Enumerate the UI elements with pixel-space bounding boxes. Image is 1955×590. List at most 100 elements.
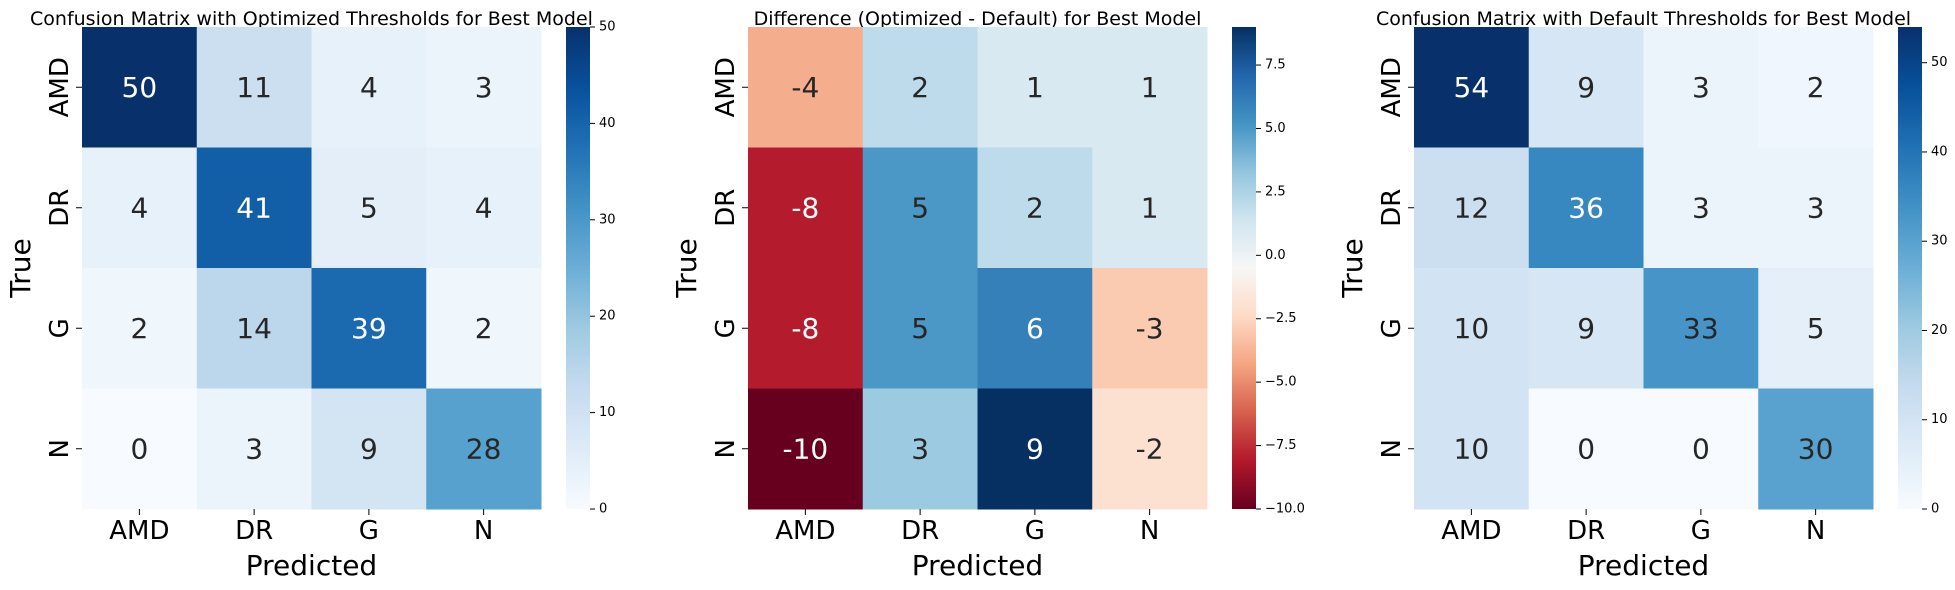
heatmap-cell xyxy=(1643,388,1759,510)
cell-value-label: -3 xyxy=(1136,312,1164,345)
heatmap-cell xyxy=(1528,27,1644,148)
x-tick-label: G xyxy=(359,516,379,546)
heatmap-cell xyxy=(1758,147,1874,269)
x-tick-label: N xyxy=(1806,516,1825,546)
colorbar-tick-label: 7.5 xyxy=(1265,58,1286,73)
heatmap-cell xyxy=(1758,388,1874,510)
colorbar-tick-label: 30 xyxy=(599,212,616,227)
cell-value-label: 4 xyxy=(360,71,378,104)
heatmap-cell xyxy=(1414,27,1530,148)
y-tick-label: G xyxy=(1377,318,1407,338)
colorbar-tick-label: 5.0 xyxy=(1265,121,1286,136)
heatmap-panel-1: Confusion Matrix with Optimized Threshol… xyxy=(4,8,616,582)
heatmap-cell xyxy=(862,268,978,389)
y-tick-label: AMD xyxy=(711,57,741,117)
heatmap-cell xyxy=(426,268,542,389)
cell-value-label: 0 xyxy=(1692,432,1710,465)
heatmap-cell xyxy=(1092,147,1208,269)
heatmap-cell xyxy=(1092,388,1208,510)
heatmap-cell xyxy=(1528,268,1644,389)
heatmap-cell xyxy=(1643,268,1759,389)
x-tick-label: N xyxy=(474,516,493,546)
cell-value-label: 3 xyxy=(245,432,263,465)
cell-value-label: 0 xyxy=(130,432,148,465)
heatmap-cell xyxy=(196,268,312,389)
cell-value-label: -8 xyxy=(791,191,819,224)
heatmap-cell xyxy=(748,268,864,389)
heatmap-cell xyxy=(977,27,1093,148)
x-tick-label: G xyxy=(1025,516,1045,546)
y-tick-label: DR xyxy=(1377,189,1407,227)
colorbar-tick-label: 20 xyxy=(1931,323,1948,338)
heatmap-cell xyxy=(1643,27,1759,148)
heatmap-cell xyxy=(862,388,978,510)
cell-value-label: -10 xyxy=(783,432,829,465)
colorbar-tick-label: 40 xyxy=(1931,144,1948,159)
y-tick-label: DR xyxy=(711,189,741,227)
heatmap-cell xyxy=(82,147,198,269)
colorbar-tick-label: 2.5 xyxy=(1265,184,1286,199)
colorbar-tick-label: −2.5 xyxy=(1265,311,1297,326)
colorbar-tick-label: −10.0 xyxy=(1265,502,1305,517)
heatmap-cell xyxy=(82,27,198,148)
cell-value-label: 10 xyxy=(1454,312,1490,345)
colorbar-tick-label: 10 xyxy=(1931,412,1948,427)
cell-value-label: 41 xyxy=(236,191,272,224)
cell-value-label: 30 xyxy=(1798,432,1834,465)
x-axis-label: Predicted xyxy=(246,549,377,582)
x-tick-label: N xyxy=(1140,516,1159,546)
heatmap-cell xyxy=(196,147,312,269)
heatmap-cell xyxy=(748,388,864,510)
heatmap-cell xyxy=(862,27,978,148)
y-tick-label: DR xyxy=(45,189,75,227)
heatmap-cell xyxy=(862,147,978,269)
heatmap-cell xyxy=(426,27,542,148)
y-tick-label: AMD xyxy=(45,57,75,117)
heatmap-cell xyxy=(426,147,542,269)
heatmap-cell xyxy=(82,268,198,389)
heatmap-cell xyxy=(977,268,1093,389)
cell-value-label: -2 xyxy=(1136,432,1164,465)
x-tick-label: AMD xyxy=(1441,516,1501,546)
colorbar xyxy=(1232,27,1256,509)
chart-title: Difference (Optimized - Default) for Bes… xyxy=(754,8,1202,30)
cell-value-label: 50 xyxy=(122,71,158,104)
cell-value-label: 5 xyxy=(360,191,378,224)
cell-value-label: 39 xyxy=(351,312,387,345)
y-axis-label: True xyxy=(670,238,703,298)
cell-value-label: 0 xyxy=(1577,432,1595,465)
heatmap-cell xyxy=(1414,268,1530,389)
x-tick-label: G xyxy=(1691,516,1711,546)
heatmap-cell xyxy=(311,268,427,389)
colorbar xyxy=(1898,27,1922,509)
cell-value-label: 4 xyxy=(475,191,493,224)
cell-value-label: 36 xyxy=(1568,191,1604,224)
heatmap-cell xyxy=(1414,147,1530,269)
cell-value-label: -8 xyxy=(791,312,819,345)
y-tick-label: G xyxy=(45,318,75,338)
heatmap-cell xyxy=(977,388,1093,510)
cell-value-label: 10 xyxy=(1454,432,1490,465)
y-axis-label: True xyxy=(1336,238,1369,298)
colorbar-tick-label: 30 xyxy=(1931,234,1948,249)
colorbar-tick-label: 0 xyxy=(599,502,607,517)
cell-value-label: 14 xyxy=(236,312,272,345)
cell-value-label: 11 xyxy=(236,71,272,104)
chart-title: Confusion Matrix with Default Thresholds… xyxy=(1376,8,1911,30)
cell-value-label: 5 xyxy=(911,312,929,345)
y-tick-label: N xyxy=(45,439,75,458)
heatmap-cell xyxy=(1414,388,1530,510)
x-tick-label: AMD xyxy=(109,516,169,546)
heatmap-cell xyxy=(311,388,427,510)
heatmap-cell xyxy=(311,27,427,148)
colorbar-tick-label: 20 xyxy=(599,309,616,324)
colorbar-tick-label: −5.0 xyxy=(1265,375,1297,390)
x-tick-label: DR xyxy=(901,516,939,546)
colorbar-tick-label: 0.0 xyxy=(1265,248,1286,263)
cell-value-label: 9 xyxy=(1577,312,1595,345)
heatmap-cell xyxy=(1092,268,1208,389)
cell-value-label: 9 xyxy=(1026,432,1044,465)
cell-value-label: 54 xyxy=(1454,71,1490,104)
heatmap-cell xyxy=(82,388,198,510)
